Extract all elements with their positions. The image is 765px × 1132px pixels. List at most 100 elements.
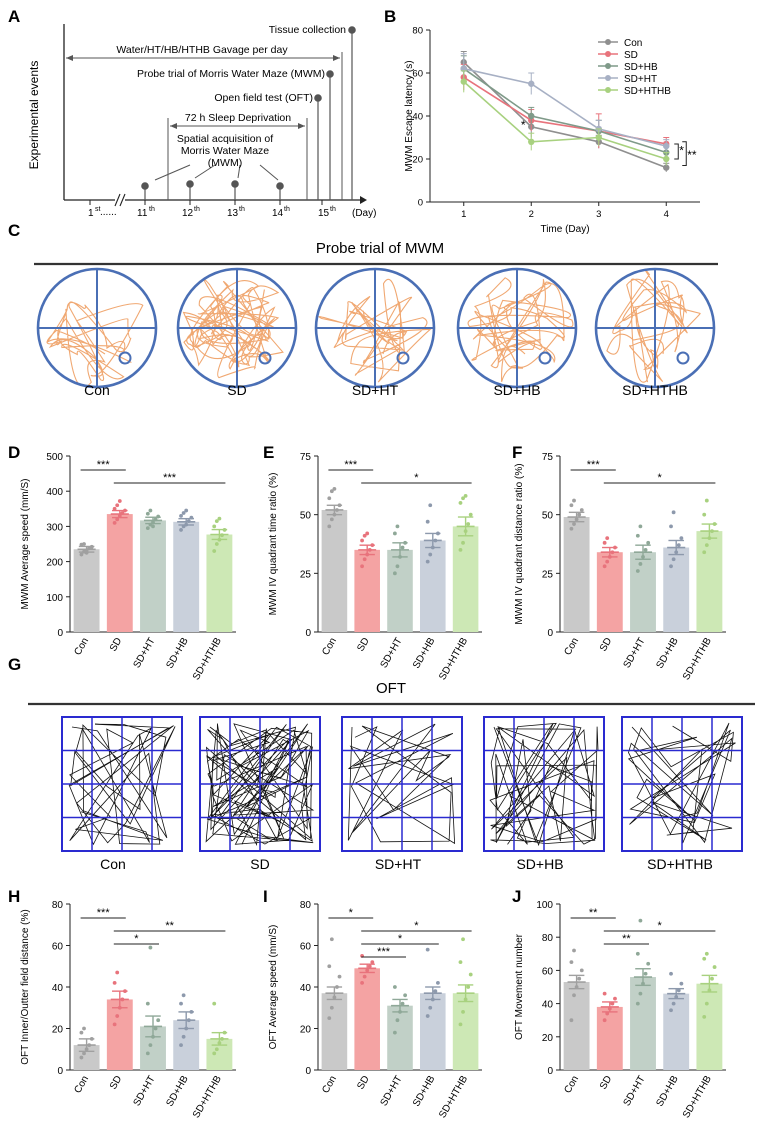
data-point — [569, 526, 574, 531]
significance-label: *** — [344, 459, 358, 471]
timeline-panel: Experimental events 1 st ...... 11 th 12… — [27, 24, 376, 219]
oft-arena-con — [61, 716, 183, 852]
data-point — [607, 1006, 612, 1011]
significance-label: * — [657, 472, 662, 484]
data-point — [335, 508, 339, 512]
bracket — [674, 143, 679, 160]
y-tick-label: 25 — [542, 569, 554, 580]
y-axis-label: OFT Average speed (mm/S) — [268, 925, 279, 1050]
data-point — [184, 508, 189, 513]
panel-label-e: E — [263, 443, 274, 462]
x-tick-label: SD+HT — [622, 636, 648, 670]
bar — [73, 549, 100, 632]
data-point — [367, 547, 372, 552]
data-point — [329, 517, 334, 522]
series-line — [463, 61, 667, 169]
y-tick-label: 20 — [412, 155, 423, 166]
data-point — [641, 981, 645, 986]
probe-label-sdhb: SD+HB — [493, 382, 540, 398]
data-point — [112, 520, 117, 525]
data-point — [458, 501, 463, 505]
data-point — [461, 496, 465, 501]
bar — [630, 977, 656, 1070]
data-point — [463, 997, 468, 1002]
bar — [106, 514, 133, 632]
y-tick-label: 80 — [412, 26, 423, 37]
probe-label-sdht: SD+HT — [352, 382, 399, 398]
y-axis-label: MWM Average speed (mm/S) — [20, 479, 31, 610]
data-point — [607, 555, 612, 559]
x-tick-label: SD — [355, 636, 371, 654]
data-point — [425, 947, 430, 952]
data-point — [329, 937, 334, 942]
data-point — [635, 533, 640, 538]
data-point — [436, 980, 440, 985]
data-point — [577, 976, 582, 981]
data-point — [610, 550, 615, 555]
probe-arena-sdhthb — [594, 267, 716, 389]
data-point — [638, 562, 643, 566]
data-point — [120, 511, 125, 515]
data-point — [145, 1051, 150, 1056]
day-14-sup: th — [284, 206, 290, 213]
probe-label-sd: SD — [227, 382, 246, 398]
data-point — [669, 564, 673, 569]
data-point — [214, 1047, 219, 1052]
data-point — [425, 1014, 430, 1018]
y-tick-label: 75 — [300, 452, 312, 463]
bar — [696, 531, 723, 632]
legend-marker — [605, 39, 611, 45]
y-tick-label: 60 — [412, 69, 423, 80]
chart-mwm-quadrant-time: 0 25 50 75 MWM IV quadrant time ratio (%) Con… — [268, 452, 482, 682]
series-line — [463, 68, 667, 154]
day-11-sup: th — [149, 206, 155, 213]
data-point — [362, 533, 367, 538]
data-point — [602, 564, 607, 569]
y-tick-label: 60 — [542, 966, 554, 977]
x-tick-label: SD+HTHB — [437, 1074, 470, 1120]
data-point — [115, 1014, 120, 1018]
timeline-y-label: Experimental events — [27, 61, 41, 170]
oft-label-sdhthb: SD+HTHB — [647, 856, 713, 872]
event-spatial-3: (MWM) — [208, 157, 242, 169]
data-point — [179, 513, 183, 518]
data-point — [671, 1001, 676, 1006]
y-tick-label: 0 — [547, 628, 553, 639]
data-point — [222, 1030, 227, 1035]
y-tick-label: 20 — [52, 1025, 64, 1036]
data-point — [602, 991, 607, 996]
data-point — [669, 971, 673, 976]
data-point — [184, 522, 189, 527]
bar — [354, 549, 380, 632]
significance-label: ** — [589, 907, 598, 919]
series-point — [663, 164, 670, 171]
probe-arenas — [36, 267, 716, 389]
panel-label-c: C — [8, 221, 20, 240]
data-point — [112, 506, 117, 511]
chart-oft-movement: 0 20 40 60 80 100 OFT Movement number Con SD SD+H… — [514, 900, 726, 1120]
data-point — [214, 542, 219, 546]
significance-label: * — [349, 907, 354, 919]
data-point — [212, 549, 217, 553]
data-point — [702, 512, 707, 517]
event-spatial-1: Spatial acquisition of — [177, 133, 273, 145]
data-point — [117, 1005, 122, 1010]
x-tick-label: Con — [562, 636, 581, 657]
panel-label-j: J — [512, 887, 521, 906]
significance-label: *** — [97, 459, 111, 471]
y-tick-label: 100 — [536, 900, 553, 911]
platform-circle — [676, 351, 690, 365]
bar — [420, 540, 446, 632]
data-point — [217, 516, 222, 521]
y-tick-label: 75 — [542, 452, 554, 463]
legend-marker — [605, 87, 611, 93]
y-axis-label: OFT Inner/Outter field distance (%) — [20, 909, 31, 1064]
platform-circle — [258, 351, 272, 365]
data-point — [574, 985, 579, 989]
data-point — [327, 496, 332, 501]
bar — [452, 526, 479, 632]
x-tick-label: Con — [72, 636, 91, 657]
y-tick-label: 40 — [52, 983, 64, 994]
data-point — [87, 1043, 92, 1047]
x-tick-label: SD+HT — [379, 1074, 405, 1108]
